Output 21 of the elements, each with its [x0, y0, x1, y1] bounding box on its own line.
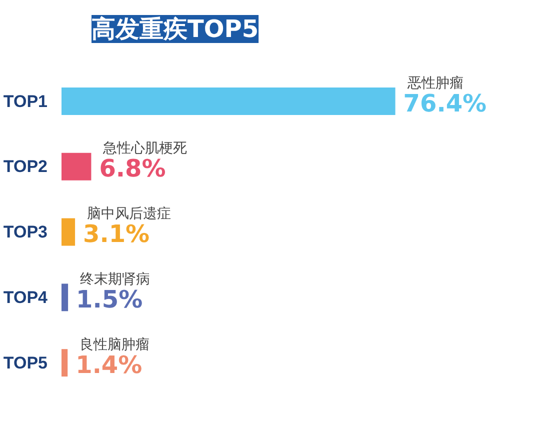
data-label: 6.8%: [99, 154, 166, 183]
data-label: 1.4%: [76, 350, 142, 379]
bar: [62, 349, 68, 377]
chart-title: 高发重疾TOP5: [92, 15, 259, 43]
annotation: 急性心肌梗死: [102, 140, 188, 157]
bar: [62, 88, 396, 115]
y-tick-label: TOP5: [3, 353, 48, 372]
y-tick-label: TOP2: [3, 157, 48, 176]
bar: [62, 284, 68, 312]
bar: [62, 218, 76, 246]
y-tick-label: TOP4: [3, 288, 48, 307]
data-label: 76.4%: [403, 89, 487, 118]
annotation: 良性脑肿瘤: [80, 336, 150, 353]
bar: [62, 152, 92, 180]
y-tick-label: TOP3: [3, 222, 48, 242]
annotation: 脑中风后遗症: [87, 206, 172, 222]
data-label: 3.1%: [83, 220, 150, 248]
annotation: 恶性肿瘤: [406, 75, 464, 92]
annotation: 终末期肾病: [80, 271, 150, 288]
data-label: 1.5%: [76, 285, 143, 314]
y-tick-label: TOP1: [3, 92, 48, 111]
